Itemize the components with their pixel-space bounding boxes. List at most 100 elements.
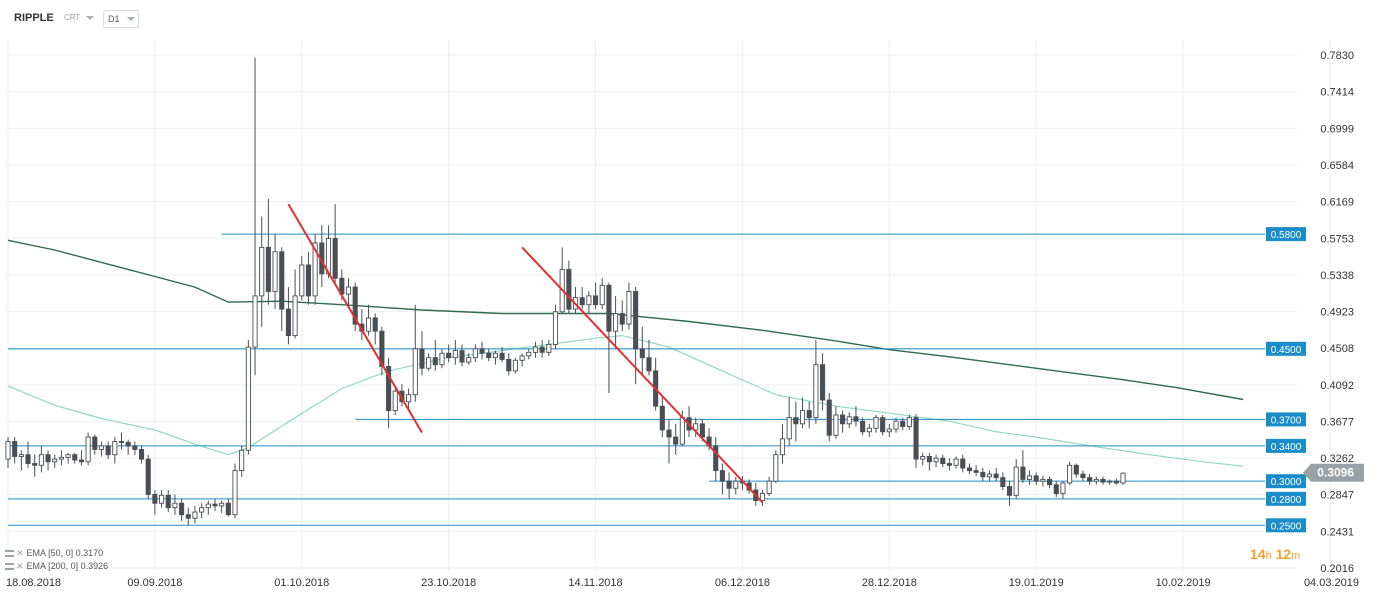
candle-body: [252, 295, 258, 348]
candle-body: [486, 352, 492, 359]
y-tick-label: 0.4092: [1320, 380, 1354, 392]
menu-icon[interactable]: [5, 550, 14, 557]
candle: [1006, 481, 1013, 506]
candle-body: [98, 445, 105, 450]
candle: [212, 498, 218, 512]
candle-body: [439, 352, 445, 366]
candle-body: [58, 456, 64, 460]
candle-body: [432, 357, 438, 366]
legend-ema-50[interactable]: ✕ EMA [50, 0] 0.3170: [5, 548, 103, 559]
candle-body: [172, 502, 178, 509]
candle: [172, 494, 178, 515]
symbol-label[interactable]: RIPPLE: [14, 12, 54, 24]
level-label-box: [1266, 438, 1306, 453]
candle-body: [539, 346, 545, 353]
candle-body: [1053, 484, 1059, 494]
candle: [873, 415, 879, 433]
candle: [946, 458, 952, 471]
candle: [599, 278, 605, 310]
candle-body: [840, 414, 846, 425]
candle-body: [960, 458, 966, 469]
candle: [646, 340, 652, 376]
candle-body: [920, 456, 926, 460]
candle-body: [599, 284, 605, 306]
close-icon[interactable]: ✕: [16, 548, 24, 558]
candle: [292, 269, 298, 339]
candle: [85, 432, 91, 466]
candle: [1080, 470, 1086, 482]
candle: [619, 300, 625, 332]
candle-body: [1087, 477, 1093, 482]
candle-body: [205, 503, 211, 509]
candle: [1060, 481, 1066, 499]
candle-body: [926, 456, 932, 463]
candle: [799, 397, 806, 429]
candle-body: [5, 441, 11, 460]
chart-type-dropdown[interactable]: CRT: [60, 10, 102, 26]
candle-body: [392, 390, 398, 412]
candle-body: [779, 438, 786, 456]
candle-body: [619, 313, 625, 325]
candle-body: [32, 463, 38, 466]
candle-body: [713, 445, 719, 472]
countdown-hours: 14: [1250, 546, 1266, 562]
candle-body: [499, 352, 505, 360]
candle-body: [72, 454, 78, 461]
candle-body: [452, 350, 458, 359]
y-tick-label: 0.7830: [1320, 50, 1354, 62]
candle-body: [105, 445, 111, 456]
legend-ema-200[interactable]: ✕ EMA [200, 0] 0.3926: [5, 561, 108, 572]
candle-body: [820, 364, 826, 401]
candle: [1113, 478, 1119, 485]
candle-body: [633, 291, 639, 350]
candle-body: [245, 346, 251, 451]
candle: [386, 357, 392, 429]
candle: [372, 313, 378, 345]
y-tick-label: 0.7414: [1320, 87, 1354, 99]
candle: [426, 353, 432, 371]
candle: [1067, 461, 1073, 485]
ema-200-line: [7, 239, 1244, 401]
candle: [1020, 450, 1026, 483]
candle-body: [92, 436, 98, 450]
candle-body: [666, 429, 672, 438]
candle-body: [940, 457, 946, 464]
trend-line: [521, 246, 764, 504]
candle-body: [552, 311, 559, 345]
candle: [639, 326, 645, 376]
candle: [132, 441, 138, 455]
candle: [219, 500, 225, 513]
candle-body: [606, 284, 612, 332]
candle: [1073, 463, 1079, 478]
candle-body: [759, 493, 766, 502]
x-axis: 18.08.2018 09.09.2018 01.10.2018 23.10.2018…: [6, 577, 1359, 589]
horizontal-levels: 0.5800 0.4500 0.3700 0.3400 0.3000 0.2800 0.25…: [8, 227, 1306, 533]
candle: [38, 445, 44, 473]
candle: [886, 423, 892, 438]
candle: [1093, 476, 1099, 485]
candle-body: [185, 514, 191, 519]
candle-body: [512, 359, 518, 372]
candle: [159, 490, 165, 508]
candle-body: [1107, 480, 1113, 483]
candle-body: [459, 350, 465, 363]
candle-body: [546, 343, 552, 353]
candle-body: [826, 399, 832, 436]
candle-body: [492, 352, 498, 359]
close-icon[interactable]: ✕: [16, 561, 24, 571]
timeframe-dropdown[interactable]: D1: [103, 10, 139, 28]
y-tick-label: 0.6999: [1320, 123, 1354, 135]
candle: [98, 441, 105, 457]
candle: [406, 388, 412, 411]
candle-body: [219, 502, 225, 507]
candle-body: [145, 458, 151, 495]
candle: [1100, 476, 1106, 485]
candle-body: [292, 295, 298, 337]
candle-body: [1006, 486, 1013, 496]
candle-body: [419, 348, 425, 369]
candle-body: [466, 357, 472, 363]
level-label: 0.2800: [1271, 495, 1302, 506]
y-tick-label: 0.4923: [1320, 307, 1354, 319]
menu-icon[interactable]: [5, 563, 14, 570]
